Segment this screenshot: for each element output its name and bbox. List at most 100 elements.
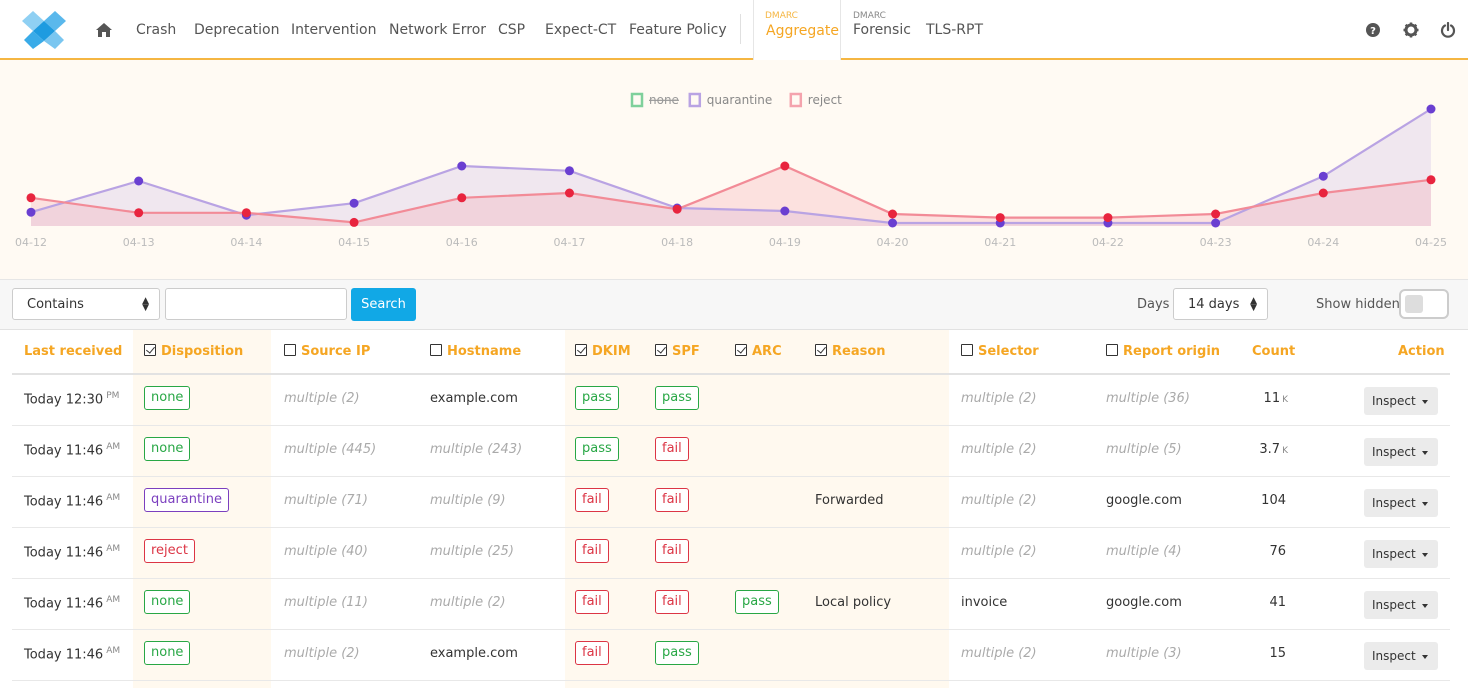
data-point-quarantine [564,166,574,176]
hostname-cell: multiple (243) [430,442,523,457]
nav-csp[interactable]: CSP [498,22,526,38]
header-report-origin[interactable]: Report origin [1106,344,1220,359]
data-point-reject [564,188,574,198]
nav-deprecation[interactable]: Deprecation [194,22,280,38]
series-area-quarantine [31,109,1431,226]
header-reason[interactable]: Reason [815,344,886,359]
selector-cell: multiple (2) [961,391,1037,406]
table-row[interactable]: Today 11:46 AM reject multiple (40) multi… [12,528,1450,579]
inspect-button[interactable]: Inspect [1364,591,1438,619]
dropdown-caret-icon [1422,400,1428,404]
inspect-button[interactable]: Inspect [1364,489,1438,517]
header-arc[interactable]: ARC [735,344,782,359]
hostname-cell: example.com [430,391,518,406]
header-count[interactable]: Count [1252,344,1296,359]
data-point-reject [457,193,467,203]
table-row[interactable]: Today 12:30 PM none multiple (2) example.… [12,375,1450,426]
report-origin-cell: multiple (5) [1106,442,1182,457]
x-tick-label: 04-19 [769,236,801,249]
report-origin-cell: multiple (4) [1106,544,1182,559]
search-button[interactable]: Search [351,288,416,321]
disposition-chart: none quarantine reject 04-12 04-13 04-14 04-15… [0,60,1468,280]
nav-crash[interactable]: Crash [136,22,177,38]
table-row[interactable]: Today 11:46 AM none multiple (2) example.… [12,630,1450,681]
header-source-ip[interactable]: Source IP [284,344,370,359]
inspect-button[interactable]: Inspect [1364,438,1438,466]
nav-feature-policy[interactable]: Feature Policy [629,22,727,38]
disposition-badge: none [144,437,191,461]
reason-cell: Local policy [815,595,892,610]
inspect-button[interactable]: Inspect [1364,540,1438,568]
data-point-reject [1318,188,1328,198]
nav-tls-rpt[interactable]: TLS-RPT [926,22,984,38]
data-point-reject [134,208,144,218]
power-icon[interactable] [1440,22,1456,38]
last-received-cell: Today 11:46 AM [24,646,120,662]
count-value: 76 [1269,544,1286,559]
checkbox-selector[interactable] [961,344,973,356]
x-tick-label: 04-17 [553,236,585,249]
header-hostname[interactable]: Hostname [430,344,521,359]
checkbox-reason[interactable] [815,344,827,356]
selector-cell: multiple (2) [961,544,1037,559]
nav-dmarc-aggregate[interactable]: DMARC Aggregate [753,0,841,60]
table-row[interactable]: Today 11:46 AM none multiple (445) multip… [12,426,1450,477]
last-received-ampm: AM [106,442,121,452]
checkbox-arc[interactable] [735,344,747,356]
match-mode-select[interactable]: Contains ▲ ▼ [12,288,160,320]
table-row[interactable]: Today 11:46 AM none multiple (11) multipl… [12,579,1450,630]
last-received-time: Today 11:46 [24,443,104,459]
source-ip-cell: multiple (2) [284,391,360,406]
series-line-reject [30,164,1432,224]
legend-label-none: none [649,93,679,107]
show-hidden-toggle[interactable] [1399,289,1449,319]
dkim-badge: pass [575,386,619,410]
days-select[interactable]: 14 days ▲ ▼ [1173,288,1268,320]
nav-divider [740,14,741,44]
source-ip-cell: multiple (2) [284,646,360,661]
help-icon[interactable]: ? [1365,22,1381,38]
nav-expect-ct[interactable]: Expect-CT [545,22,617,38]
count-cell: 15 [1228,646,1288,661]
app-logo[interactable] [20,9,68,51]
x-tick-label: 04-13 [123,236,155,249]
spf-badge: fail [655,488,689,512]
checkbox-disposition[interactable] [144,344,156,356]
search-input[interactable] [165,288,347,320]
nav-dmarc-forensic[interactable]: Forensic [853,22,911,38]
header-dkim[interactable]: DKIM [575,344,631,359]
checkbox-report-origin[interactable] [1106,344,1118,356]
header-disposition[interactable]: Disposition [144,344,243,359]
table-row[interactable]: Today 11:46 AM quarantine multiple (71) m… [12,477,1450,528]
count-cell: 3.7 K [1228,442,1288,457]
x-tick-label: 04-16 [446,236,478,249]
data-point-reject [1103,213,1113,223]
checkbox-source-ip[interactable] [284,344,296,356]
count-cell: 104 [1228,493,1288,508]
data-point-quarantine [349,198,359,208]
data-point-quarantine [1426,104,1436,114]
checkbox-hostname[interactable] [430,344,442,356]
inspect-button[interactable]: Inspect [1364,642,1438,670]
home-icon[interactable] [95,22,113,38]
inspect-button[interactable]: Inspect [1364,387,1438,415]
x-tick-label: 04-25 [1415,236,1447,249]
checkbox-dkim[interactable] [575,344,587,356]
x-tick-label: 04-20 [877,236,909,249]
top-navbar: Crash Deprecation Intervention Network E… [0,0,1468,60]
inspect-label: Inspect [1372,445,1416,459]
dkim-badge: fail [575,641,609,665]
dkim-badge: pass [575,437,619,461]
nav-dmarc-aggregate-label: Aggregate [766,23,839,39]
count-value: 104 [1261,493,1286,508]
last-received-time: Today 11:46 [24,647,104,663]
header-selector[interactable]: Selector [961,344,1039,359]
x-tick-label: 04-12 [15,236,47,249]
nav-network-error[interactable]: Network Error [389,22,487,38]
header-spf[interactable]: SPF [655,344,700,359]
checkbox-spf[interactable] [655,344,667,356]
nav-dmarc-aggregate-sup: DMARC [765,11,798,21]
nav-intervention[interactable]: Intervention [291,22,377,38]
header-last-received[interactable]: Last received [24,344,123,359]
gear-icon[interactable] [1403,22,1419,38]
